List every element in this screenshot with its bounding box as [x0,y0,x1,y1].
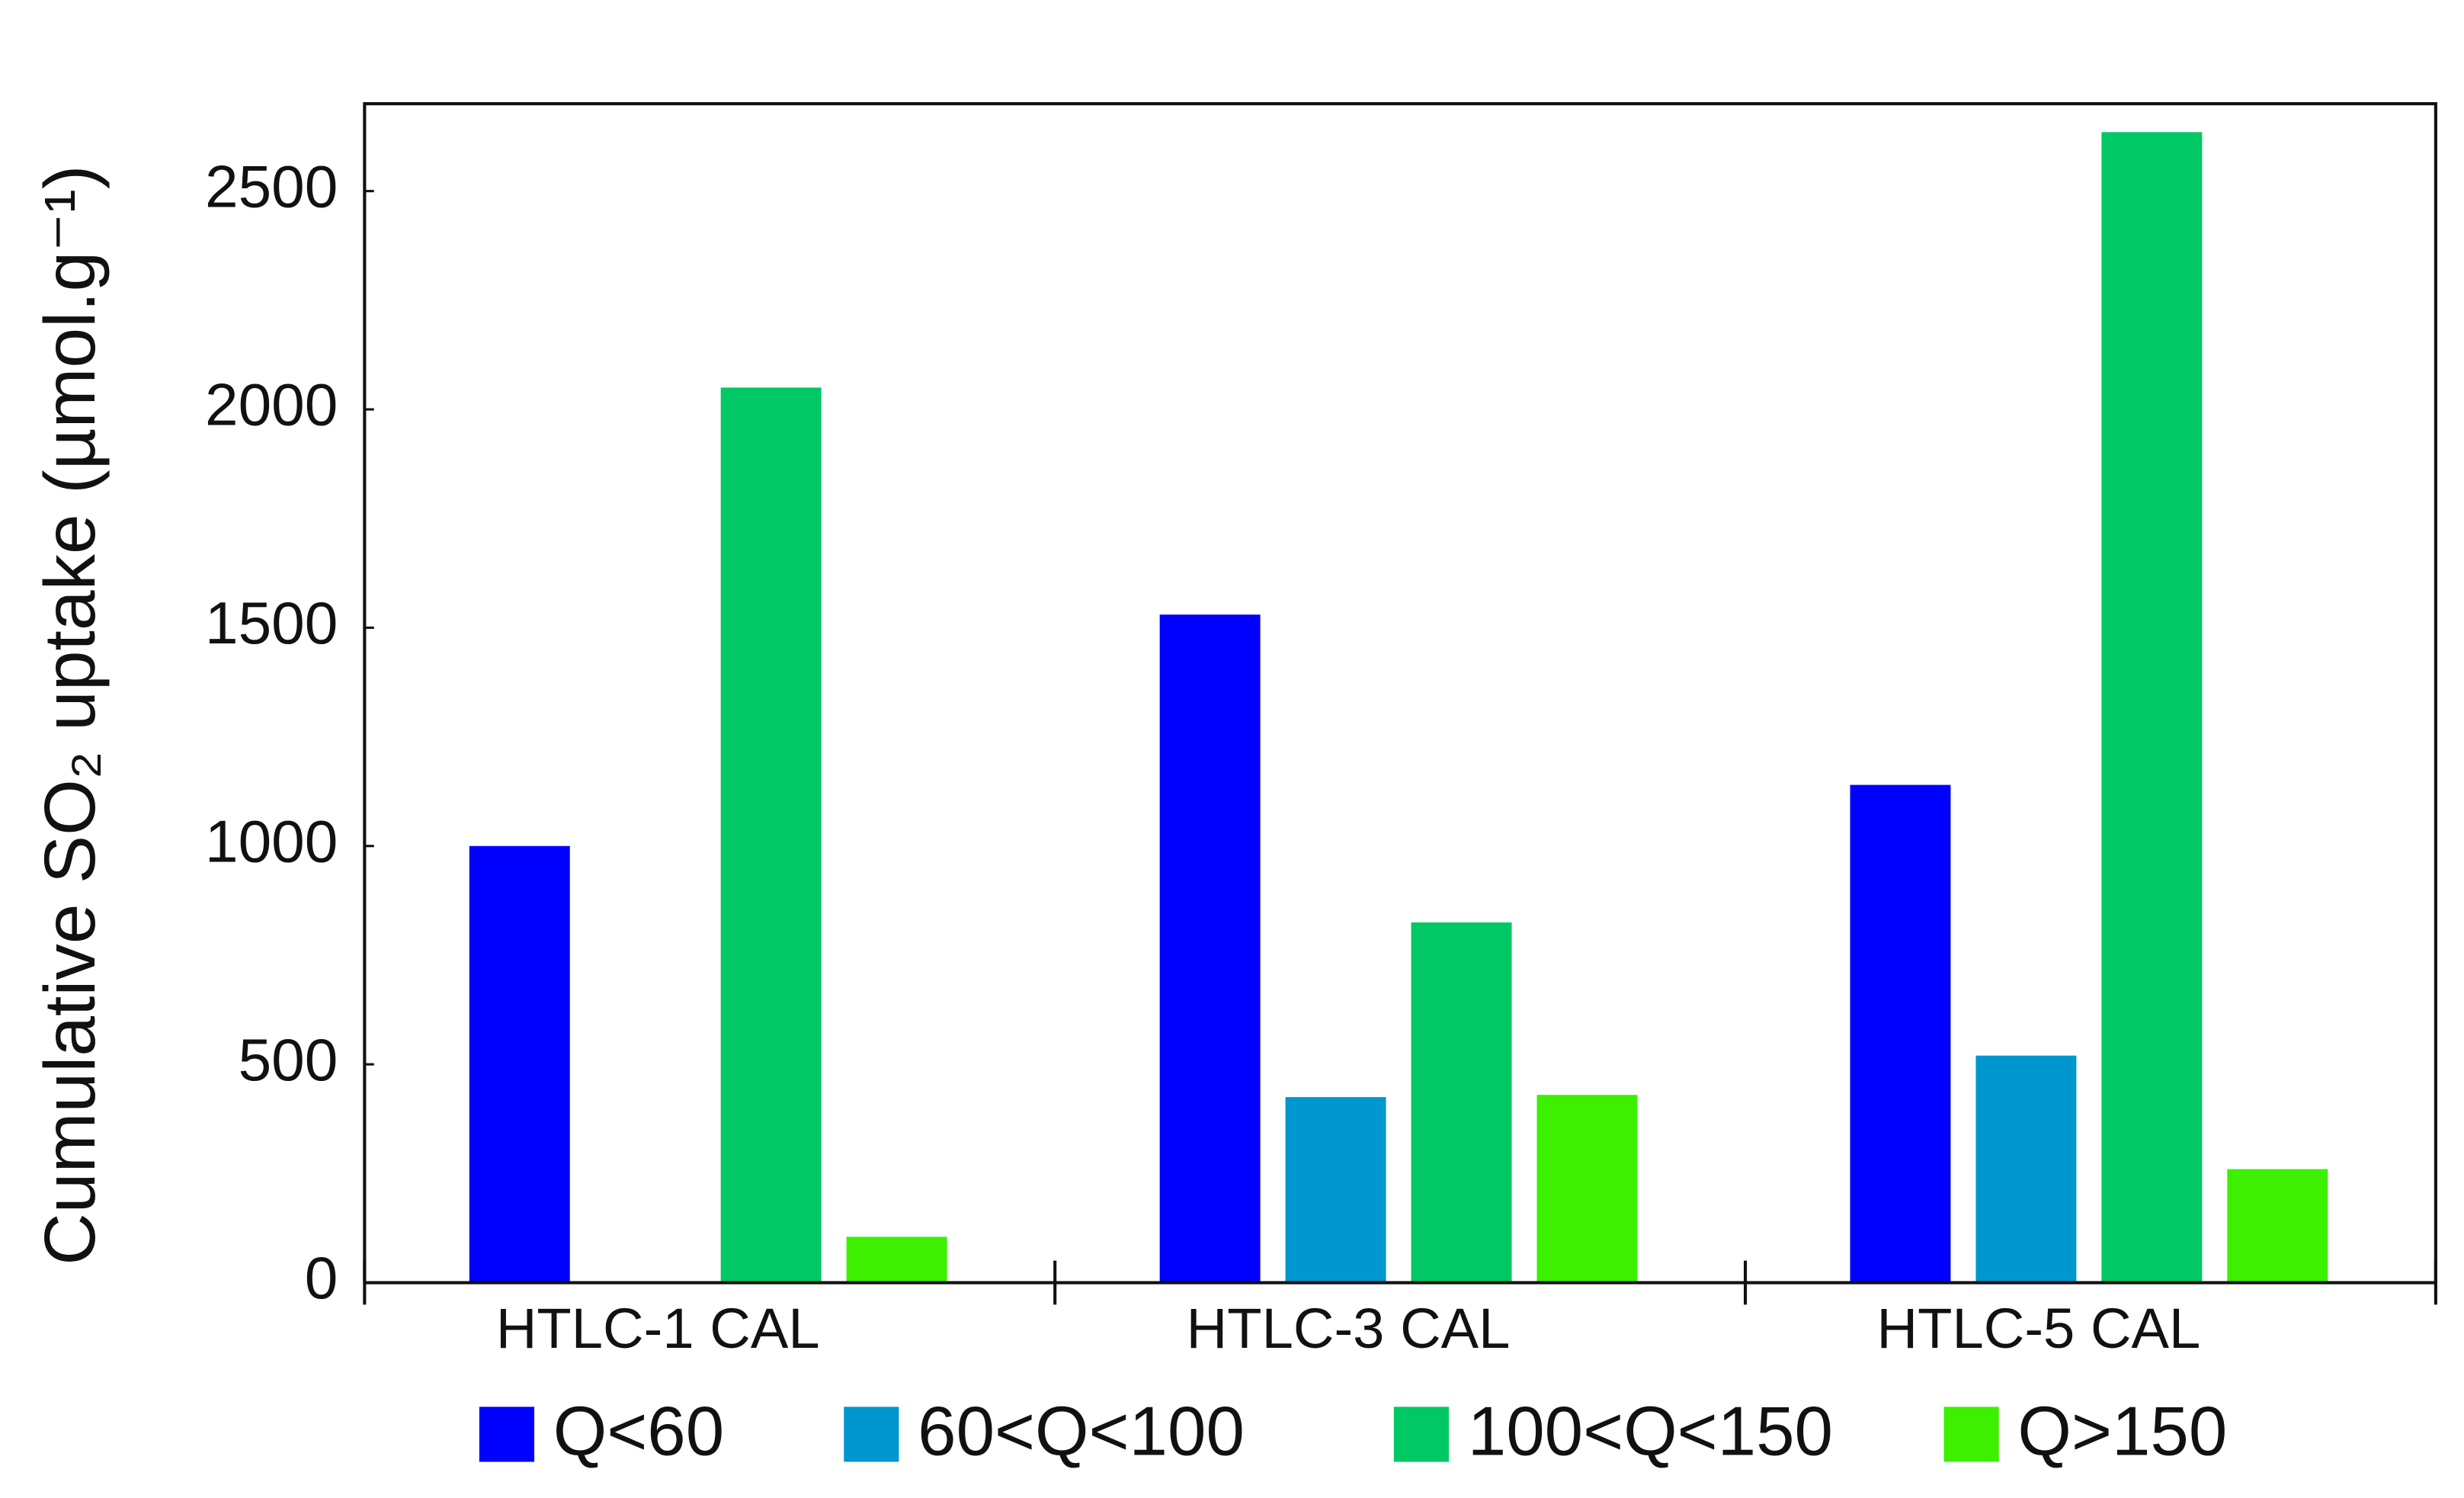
legend-label: 100<Q<150 [1468,1394,1833,1471]
bar [1975,1055,2077,1283]
legend-swatch [479,1407,535,1462]
y-tick-label: 1000 [205,807,338,874]
plot-frame [363,102,2437,1283]
bar [1850,784,1951,1283]
legend-swatch [1393,1407,1450,1462]
x-tick-label: HTLC-5 CAL [1877,1297,2201,1360]
bar [2101,132,2203,1283]
bar [2227,1169,2328,1283]
bar [1285,1097,1386,1283]
legend-label: 60<Q<100 [918,1394,1245,1471]
legend-swatch [844,1407,899,1462]
legend-swatch [1943,1407,1999,1462]
bar [846,1237,947,1283]
y-tick-label: 500 [239,1026,338,1093]
legend-label: Q<60 [553,1394,724,1471]
x-tick-label: HTLC-1 CAL [496,1297,820,1360]
y-tick-label: 2500 [205,152,338,220]
bar [469,845,570,1283]
y-tick-label: 1500 [205,589,338,656]
bar [1159,614,1261,1283]
y-axis-label: Cumulative SO₂ uptake (µmol.g⁻¹) [30,165,111,1265]
x-tick-label: HTLC-3 CAL [1187,1297,1511,1360]
bar [720,387,822,1283]
bar [1536,1095,1638,1283]
legend-label: Q>150 [2017,1394,2227,1471]
bar [1411,922,1512,1283]
y-tick-label: 2000 [205,371,338,438]
y-tick-label: 0 [305,1244,338,1311]
